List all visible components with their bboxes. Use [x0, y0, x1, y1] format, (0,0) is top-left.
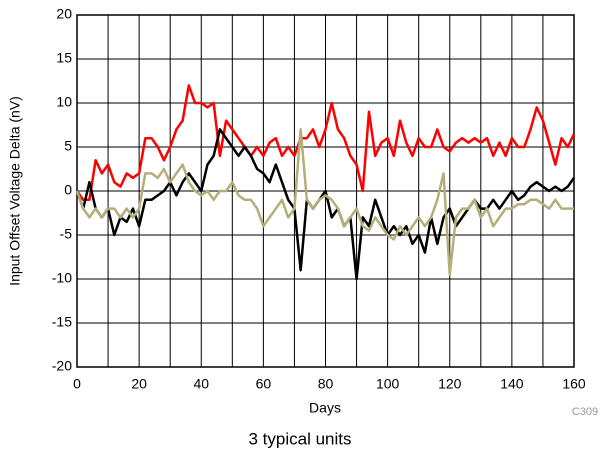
- y-tick-label: 10: [56, 94, 72, 110]
- series-line: [75, 128, 574, 276]
- x-tick-label: 160: [562, 376, 586, 392]
- y-tick-label: 5: [64, 138, 72, 154]
- x-tick-label: 140: [500, 376, 524, 392]
- x-tick-label: 120: [438, 376, 462, 392]
- x-tick-label: 60: [256, 376, 272, 392]
- y-tick-label: -10: [52, 270, 72, 286]
- series-line: [75, 84, 576, 202]
- x-tick-label: 20: [131, 376, 147, 392]
- y-tick-label: 15: [56, 50, 72, 66]
- y-tick-label: 0: [64, 182, 72, 198]
- y-axis-label: Input Offset Voltage Delta (nV): [7, 96, 23, 286]
- x-tick-label: 100: [376, 376, 400, 392]
- x-axis-label: Days: [309, 400, 341, 416]
- x-tick-label: 0: [73, 376, 81, 392]
- caption: 3 typical units: [249, 429, 352, 448]
- y-tick-label: -20: [52, 358, 72, 374]
- y-tick-label: 20: [56, 6, 72, 22]
- x-tick-label: 80: [318, 376, 334, 392]
- y-tick-label: -5: [60, 226, 73, 242]
- y-tick-label: -15: [52, 314, 72, 330]
- series-line: [75, 128, 576, 281]
- x-tick-label: 40: [193, 376, 209, 392]
- figure-code: C309: [572, 406, 598, 418]
